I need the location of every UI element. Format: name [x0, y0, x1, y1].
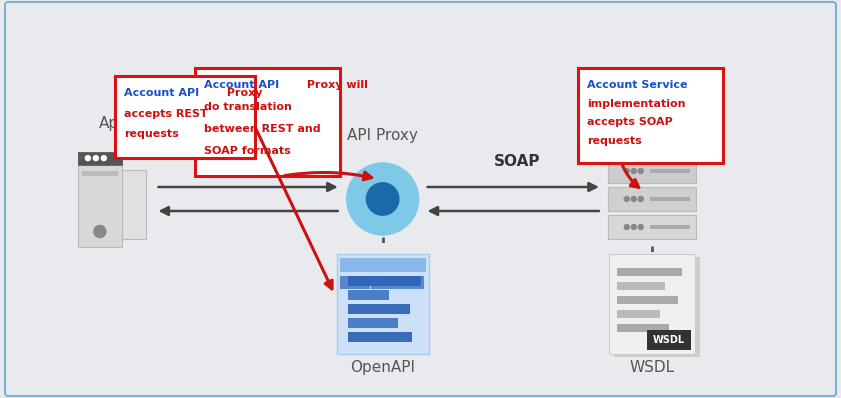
FancyBboxPatch shape [608, 187, 696, 211]
FancyBboxPatch shape [5, 2, 836, 396]
Text: OpenAPI: OpenAPI [350, 361, 415, 375]
Text: requests: requests [587, 136, 642, 146]
Circle shape [93, 156, 98, 161]
Text: Account Service: Account Service [587, 80, 687, 90]
FancyBboxPatch shape [609, 254, 695, 355]
FancyBboxPatch shape [650, 225, 690, 229]
Text: Proxy: Proxy [223, 88, 262, 98]
FancyBboxPatch shape [617, 324, 669, 332]
Text: requests: requests [124, 129, 179, 139]
Circle shape [632, 197, 637, 201]
FancyBboxPatch shape [617, 283, 664, 291]
FancyBboxPatch shape [347, 304, 410, 314]
FancyBboxPatch shape [608, 159, 696, 183]
Circle shape [102, 156, 106, 161]
Text: API Proxy: API Proxy [347, 128, 418, 143]
Text: App: App [98, 116, 129, 131]
FancyBboxPatch shape [347, 277, 421, 287]
FancyBboxPatch shape [347, 291, 389, 300]
Circle shape [624, 197, 629, 201]
FancyBboxPatch shape [347, 318, 399, 328]
Text: implementation: implementation [587, 99, 685, 109]
Circle shape [632, 224, 637, 230]
Text: SOAP formats: SOAP formats [204, 146, 291, 156]
FancyBboxPatch shape [371, 277, 424, 289]
Text: REST: REST [226, 154, 270, 168]
FancyBboxPatch shape [578, 68, 723, 163]
Text: do translation: do translation [204, 102, 292, 112]
Circle shape [367, 183, 399, 215]
Text: accepts REST: accepts REST [124, 109, 208, 119]
FancyBboxPatch shape [77, 152, 122, 246]
Text: WSDL: WSDL [653, 336, 685, 345]
FancyBboxPatch shape [115, 76, 255, 158]
FancyBboxPatch shape [77, 152, 122, 165]
Circle shape [94, 226, 106, 238]
FancyBboxPatch shape [650, 197, 690, 201]
FancyBboxPatch shape [336, 254, 429, 355]
FancyBboxPatch shape [96, 170, 146, 238]
Text: Account API: Account API [124, 88, 199, 98]
Text: Account API: Account API [204, 80, 279, 90]
Text: SOAP: SOAP [494, 154, 541, 168]
Text: Proxy will: Proxy will [303, 80, 368, 90]
Circle shape [632, 168, 637, 174]
FancyBboxPatch shape [195, 68, 340, 176]
FancyBboxPatch shape [647, 330, 690, 351]
FancyBboxPatch shape [340, 277, 370, 289]
FancyBboxPatch shape [82, 170, 119, 176]
Circle shape [638, 197, 643, 201]
Circle shape [638, 224, 643, 230]
FancyBboxPatch shape [614, 258, 700, 357]
FancyBboxPatch shape [617, 310, 660, 318]
FancyBboxPatch shape [617, 269, 682, 277]
FancyBboxPatch shape [347, 332, 412, 342]
FancyBboxPatch shape [340, 258, 426, 273]
Text: between REST and: between REST and [204, 124, 320, 134]
FancyBboxPatch shape [608, 215, 696, 239]
Text: accepts SOAP: accepts SOAP [587, 117, 673, 127]
FancyBboxPatch shape [650, 169, 690, 173]
Circle shape [624, 168, 629, 174]
Circle shape [85, 156, 90, 161]
Text: WSDL: WSDL [629, 361, 674, 375]
Circle shape [624, 224, 629, 230]
Text: Target
Endpoint: Target Endpoint [618, 107, 685, 139]
Circle shape [346, 163, 419, 235]
FancyBboxPatch shape [617, 297, 678, 304]
Circle shape [638, 168, 643, 174]
